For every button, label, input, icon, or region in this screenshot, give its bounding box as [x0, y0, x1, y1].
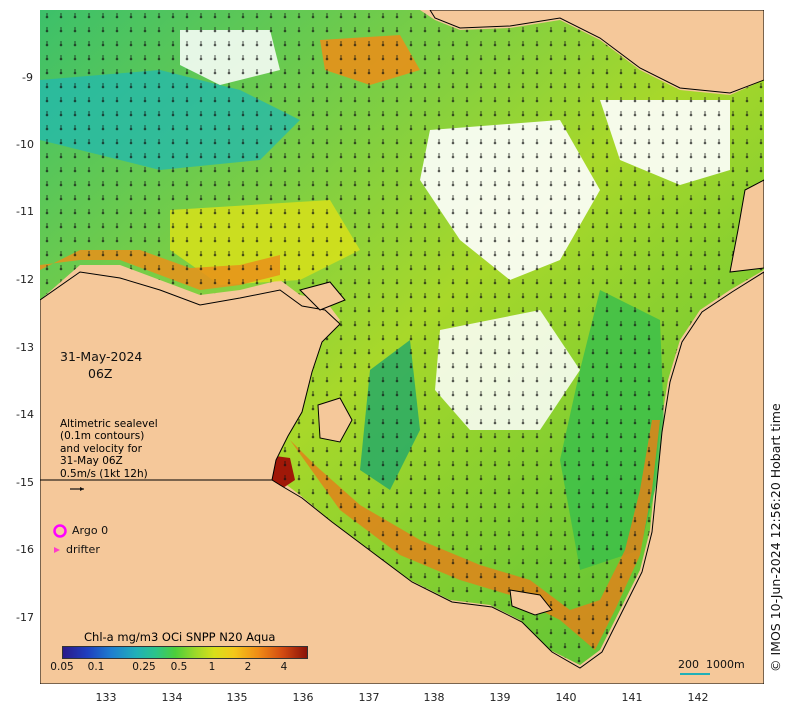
lon-tick: 134	[161, 691, 183, 704]
lat-tick: -10	[16, 138, 34, 151]
colorbar-tick: 0.5	[170, 661, 188, 673]
legend-line: (0.1m contours)	[60, 430, 145, 443]
lat-tick: -17	[16, 611, 34, 624]
colorbar-tick: 0.25	[132, 661, 156, 673]
colorbar-tick: 0.1	[87, 661, 105, 673]
drifter-symbol	[54, 547, 60, 553]
lon-tick: 135	[226, 691, 248, 704]
scale-label-1: 200	[678, 658, 699, 671]
lon-tick: 138	[423, 691, 445, 704]
map-date: 31-May-2024	[60, 349, 143, 364]
velocity-arrows	[40, 10, 764, 665]
lon-tick: 136	[292, 691, 314, 704]
colorbar-tick: 2	[244, 661, 252, 673]
colorbar-tick: 4	[280, 661, 288, 673]
land-cape-york	[729, 179, 764, 273]
island-groote	[317, 397, 353, 443]
credit-text: © IMOS 10-Jun-2024 12:56:20 Hobart time	[768, 403, 783, 672]
land-new-guinea	[429, 10, 764, 94]
colorbar-title: Chl-a mg/m3 OCi SNPP N20 Aqua	[84, 630, 276, 644]
colorbar-gradient	[62, 646, 308, 659]
lon-tick: 140	[555, 691, 577, 704]
lon-tick: 137	[358, 691, 380, 704]
land-northern-territory	[40, 271, 341, 481]
colorbar-tick: 0.05	[50, 661, 74, 673]
lon-tick: 139	[489, 691, 511, 704]
lon-tick: 142	[687, 691, 709, 704]
legend-line: 31-May 06Z	[60, 455, 123, 468]
island-mornington	[509, 589, 553, 616]
scale-label-2: 1000m	[706, 658, 745, 671]
drifter-label: drifter	[66, 543, 100, 556]
map-canvas: 31-May-2024 06Z Altimetric sealevel (0.1…	[40, 10, 764, 684]
map-graphics	[40, 10, 764, 684]
legend-line: Altimetric sealevel	[60, 418, 158, 430]
lon-tick: 133	[95, 691, 117, 704]
lat-tick: -15	[16, 476, 34, 489]
legend-text: Altimetric sealevel (0.1m contours) and …	[60, 418, 158, 480]
legend-line: and velocity for	[60, 442, 142, 455]
lat-tick: -9	[22, 71, 33, 84]
argo-label: Argo 0	[72, 524, 109, 537]
argo-symbol	[53, 524, 67, 538]
lat-tick: -13	[16, 341, 34, 354]
colorbar: Chl-a mg/m3 OCi SNPP N20 Aqua 0.05 0.1 0…	[44, 628, 310, 680]
lat-tick: -12	[16, 273, 34, 286]
island-west	[299, 281, 346, 311]
colorbar-tick: 1	[208, 661, 216, 673]
map-time: 06Z	[88, 366, 113, 381]
lat-tick: -11	[16, 205, 34, 218]
legend-line: 0.5m/s (1kt 12h)	[60, 467, 148, 480]
lat-tick: -14	[16, 408, 34, 421]
lon-tick: 141	[621, 691, 643, 704]
lat-tick: -16	[16, 543, 34, 556]
land-south	[40, 271, 764, 684]
